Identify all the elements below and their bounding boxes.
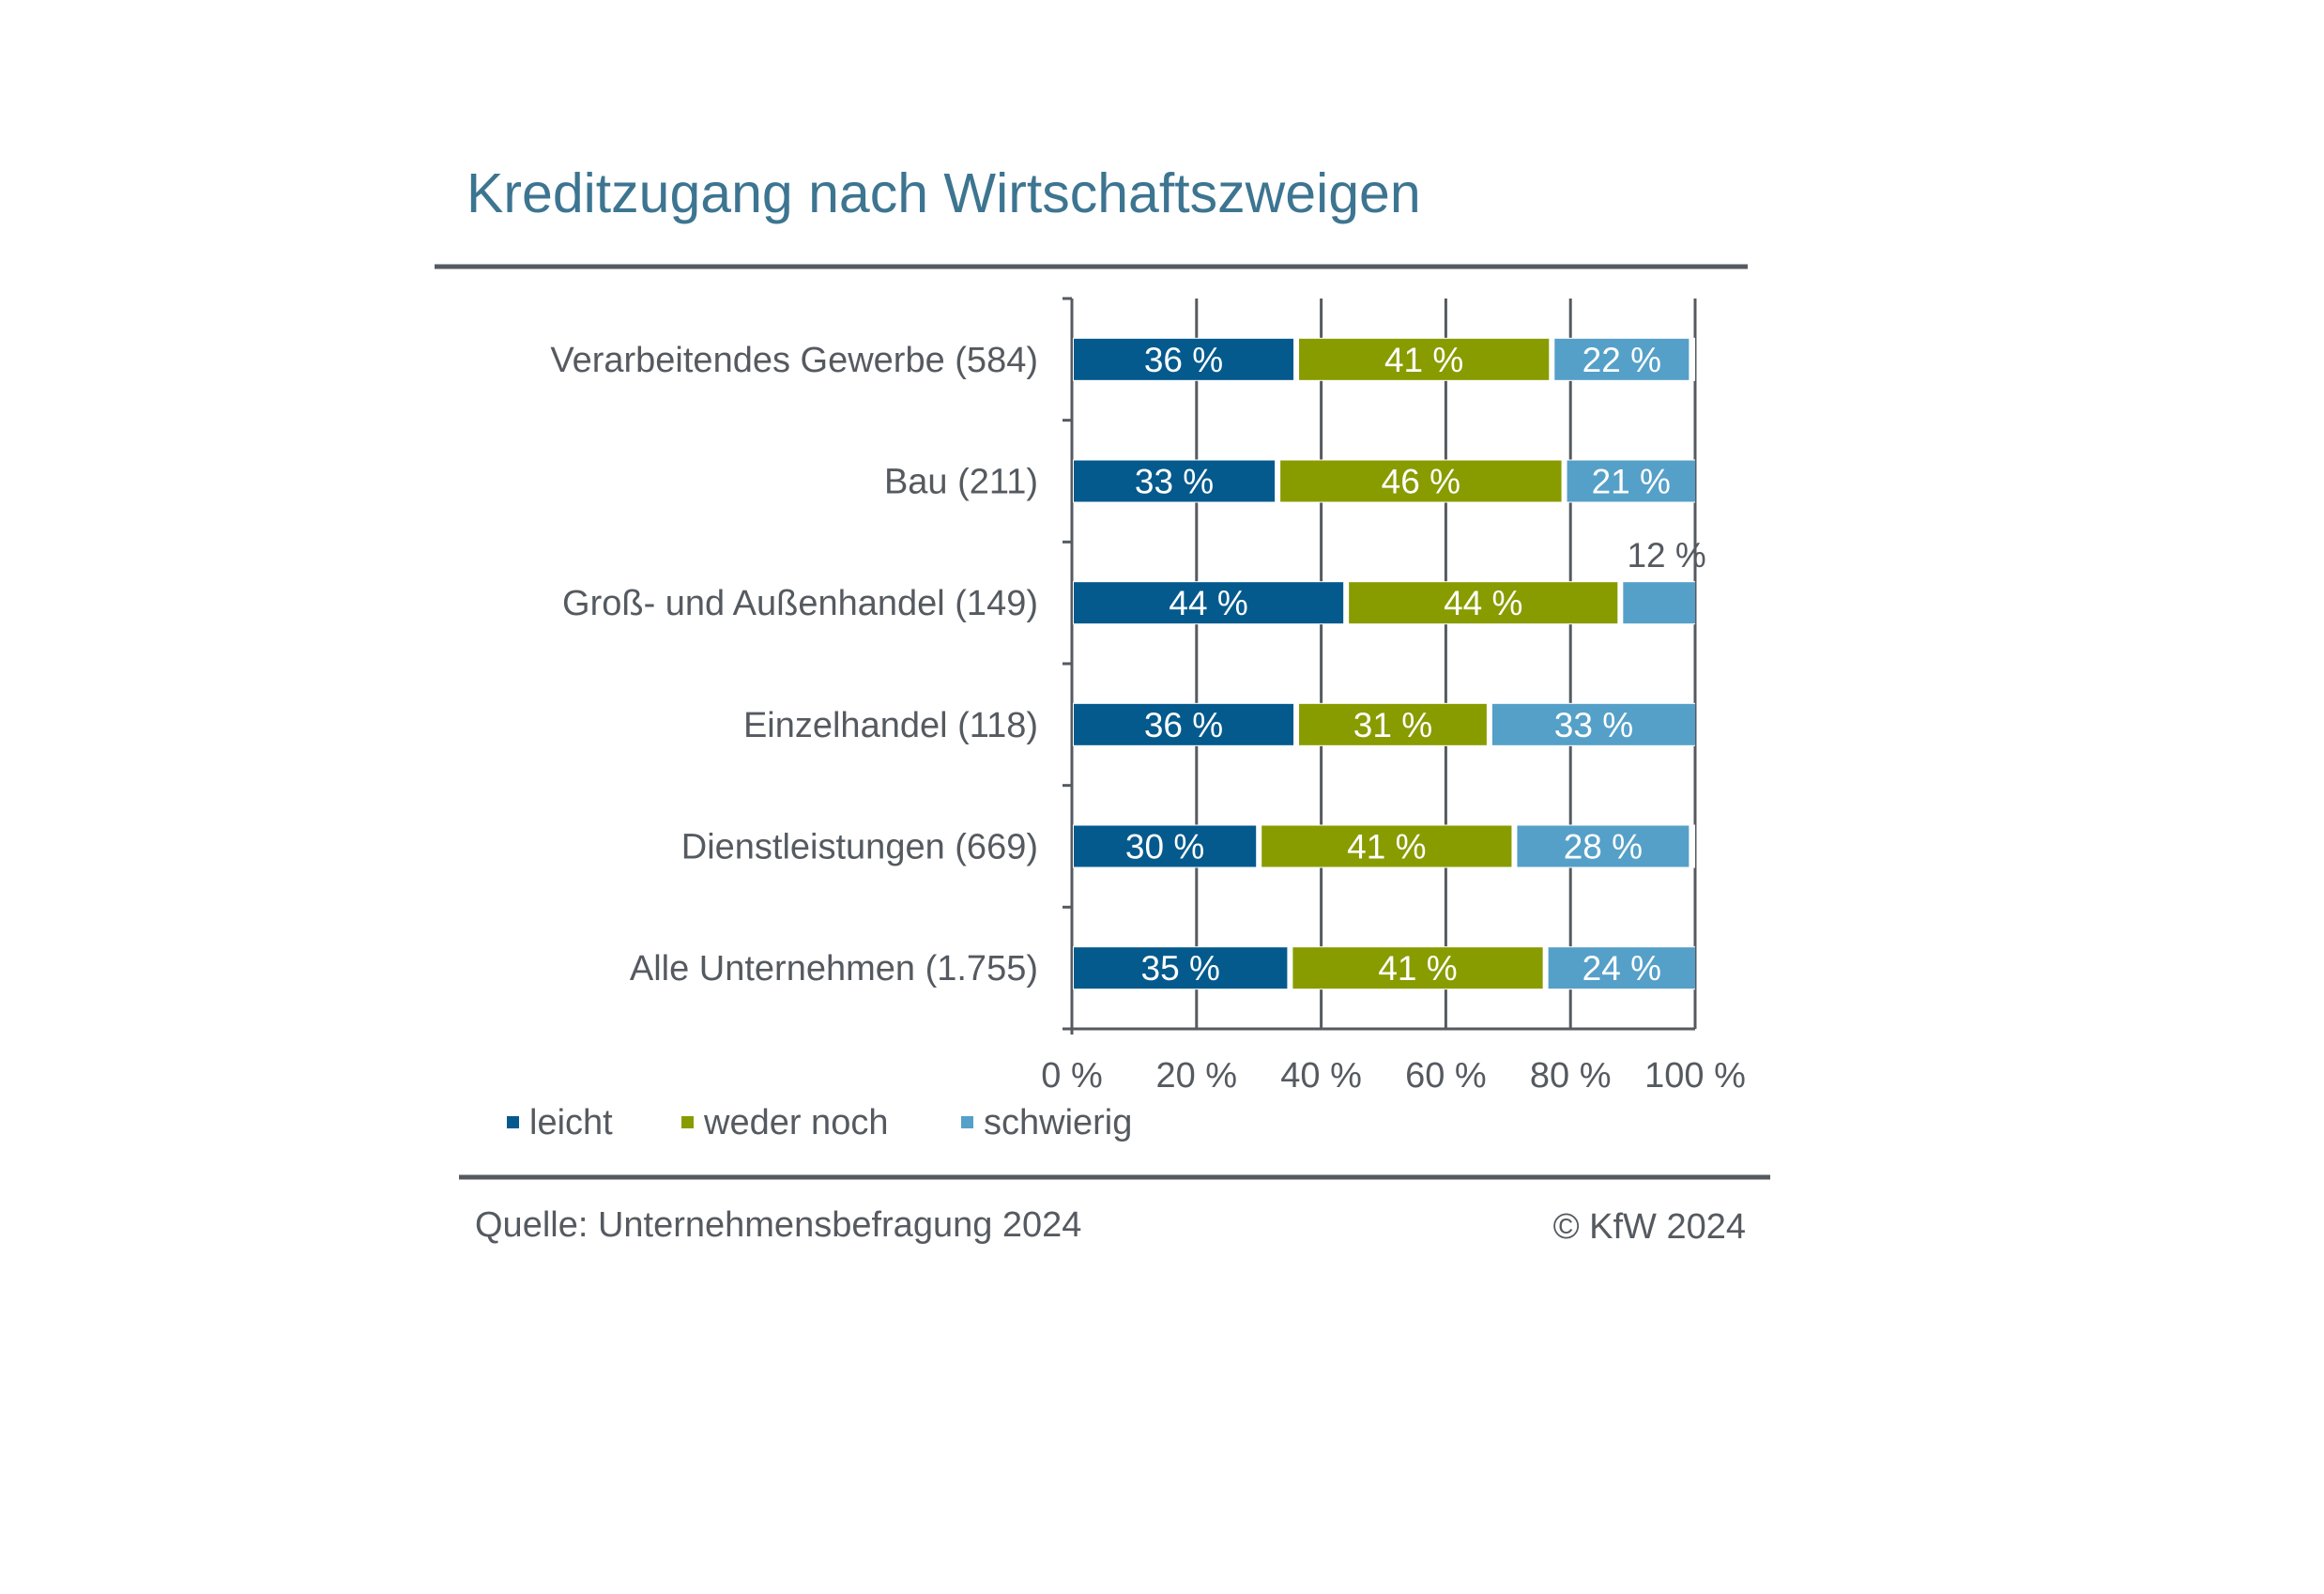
data-label: 33 % [1135, 463, 1214, 501]
legend-swatch [961, 1116, 973, 1128]
data-label: 41 % [1347, 828, 1426, 866]
bar-segment [1548, 947, 1695, 989]
x-tick-label: 20 % [1155, 1056, 1237, 1096]
bar-segment [1491, 703, 1695, 745]
legend-label: schwierig [984, 1103, 1132, 1142]
category-label: Einzelhandel (118) [743, 706, 1038, 745]
bar-segment [1299, 338, 1550, 380]
data-label: 36 % [1144, 706, 1223, 744]
bar-segment [1623, 582, 1695, 624]
x-tick-label: 100 % [1644, 1056, 1746, 1096]
data-label: 33 % [1554, 706, 1633, 744]
legend-item: schwierig [961, 1103, 1132, 1142]
source-note: Quelle: Unternehmensbefragung 2024 [475, 1205, 1081, 1245]
legend: leicht weder noch schwierig [507, 1103, 1132, 1142]
legend-swatch [681, 1116, 694, 1128]
category-label: Bau (211) [884, 463, 1038, 502]
data-label: 44 % [1169, 584, 1247, 622]
legend-swatch [507, 1116, 519, 1128]
bar-segment [1074, 947, 1288, 989]
data-label: 21 % [1592, 463, 1671, 501]
x-tick-label: 0 % [1041, 1056, 1102, 1096]
category-label: Alle Unternehmen (1.755) [630, 949, 1038, 989]
data-label: 36 % [1144, 341, 1223, 379]
bars: 36 % 41 % 22 % 33 % 46 % 21 % 44 % 44 % 12 % 36 %… [1073, 337, 1706, 990]
legend-label: weder noch [703, 1103, 888, 1142]
data-label: 28 % [1564, 828, 1643, 866]
data-label: 35 % [1141, 949, 1220, 988]
x-tick-label: 80 % [1530, 1056, 1612, 1096]
data-label: 22 % [1582, 341, 1661, 379]
legend-label: leicht [529, 1103, 613, 1142]
category-label: Verarbeitendes Gewerbe (584) [550, 341, 1038, 380]
data-label: 46 % [1382, 463, 1460, 501]
category-axis: Verarbeitendes Gewerbe (584) Bau (211) Gro… [550, 297, 1695, 1035]
x-tick-label: 40 % [1280, 1056, 1362, 1096]
bar-segment [1517, 825, 1689, 867]
legend-item: leicht [507, 1103, 613, 1142]
bar-segment [1074, 460, 1276, 502]
x-tick-label: 60 % [1405, 1056, 1487, 1096]
chart-title: Kreditzugang nach Wirtschaftszweigen [466, 162, 1421, 224]
data-label: 12 % [1627, 536, 1705, 575]
data-label: 31 % [1353, 706, 1432, 744]
category-label: Dienstleistungen (669) [681, 828, 1038, 867]
legend-item: weder noch [681, 1103, 888, 1142]
x-axis: 0 % 20 % 40 % 60 % 80 % 100 % [1041, 1056, 1746, 1096]
gridlines [1195, 299, 1697, 1029]
bar-segment [1261, 825, 1512, 867]
bar-segment [1554, 338, 1689, 380]
bar-segment [1280, 460, 1562, 502]
bar-segment [1074, 703, 1294, 745]
bar-segment [1299, 703, 1487, 745]
bar-segment [1349, 582, 1618, 624]
category-label: Groß- und Außenhandel (149) [562, 584, 1038, 623]
bar-segment [1292, 947, 1543, 989]
bar-segment [1074, 825, 1257, 867]
data-label: 44 % [1444, 584, 1522, 622]
copyright-note: © KfW 2024 [1553, 1207, 1746, 1247]
data-label: 24 % [1582, 949, 1661, 988]
data-label: 41 % [1384, 341, 1463, 379]
bar-segment [1074, 338, 1294, 380]
data-label: 41 % [1378, 949, 1457, 988]
bar-segment [1567, 460, 1695, 502]
bar-segment [1074, 582, 1344, 624]
data-label: 30 % [1125, 828, 1204, 866]
